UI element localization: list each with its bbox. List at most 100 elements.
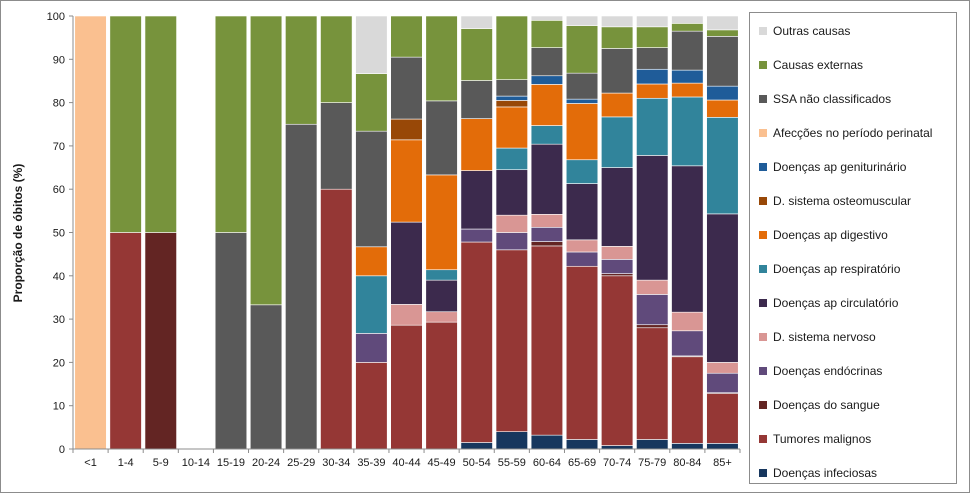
legend-item: Doenças ap geniturinário bbox=[759, 159, 906, 175]
bar-segment bbox=[601, 116, 634, 168]
legend-item: D. sistema osteomuscular bbox=[759, 193, 911, 209]
x-tick-label: 45-49 bbox=[428, 457, 456, 469]
bar-segment bbox=[390, 324, 423, 450]
legend-label: D. sistema osteomuscular bbox=[773, 194, 912, 208]
x-tick-label: 20-24 bbox=[252, 457, 280, 469]
bar-segment bbox=[565, 15, 599, 26]
bar-segment bbox=[601, 92, 634, 118]
bar-segment bbox=[530, 245, 564, 436]
bar-segment bbox=[355, 246, 388, 277]
bar-segment bbox=[355, 362, 388, 450]
bar-segment bbox=[460, 442, 493, 450]
legend-swatch bbox=[759, 469, 767, 477]
bar-segment bbox=[320, 102, 353, 190]
legend-swatch bbox=[759, 299, 767, 307]
bar-segment bbox=[565, 25, 599, 74]
bar-segment bbox=[636, 26, 669, 48]
legend-swatch bbox=[759, 367, 767, 375]
bar-segment bbox=[565, 183, 599, 241]
x-tick-label: 30-34 bbox=[322, 457, 350, 469]
bar-segment bbox=[390, 15, 423, 58]
bar-segment bbox=[495, 249, 528, 432]
bar-segment bbox=[530, 241, 564, 247]
x-tick-label: 65-69 bbox=[568, 457, 596, 469]
legend-item: D. sistema nervoso bbox=[759, 329, 876, 345]
bar-segment bbox=[671, 356, 704, 444]
legend-swatch bbox=[759, 265, 767, 273]
x-tick-label: 1-4 bbox=[118, 457, 134, 469]
y-tick-label: 100 bbox=[47, 11, 65, 23]
legend-swatch bbox=[759, 401, 767, 409]
legend-swatch bbox=[759, 435, 767, 443]
x-tick-label: 5-9 bbox=[153, 457, 169, 469]
bar-segment bbox=[706, 36, 739, 87]
bar-segment bbox=[671, 82, 704, 98]
y-tick-label: 60 bbox=[53, 184, 65, 196]
bar-segment bbox=[355, 73, 388, 132]
bar-segment bbox=[285, 123, 318, 450]
bar-segment bbox=[390, 139, 423, 223]
bar-segment bbox=[671, 23, 704, 32]
bar-segment bbox=[565, 72, 599, 100]
x-tick-label: 10-14 bbox=[182, 457, 210, 469]
legend-swatch bbox=[759, 163, 767, 171]
bar-segment bbox=[706, 99, 739, 118]
legend-swatch bbox=[759, 27, 767, 35]
bar-segment bbox=[601, 445, 634, 450]
legend-item: Afecções no período perinatal bbox=[759, 125, 932, 141]
legend-item: Doenças do sangue bbox=[759, 397, 880, 413]
y-tick-label: 80 bbox=[53, 98, 65, 110]
bar-segment bbox=[74, 15, 107, 450]
bar-segment bbox=[144, 232, 177, 450]
bar-segment bbox=[671, 96, 704, 167]
bar-segment bbox=[530, 125, 564, 145]
legend-item: Doenças endócrinas bbox=[759, 363, 882, 379]
bar-segment bbox=[355, 275, 388, 334]
legend-swatch bbox=[759, 231, 767, 239]
x-tick-label: 35-39 bbox=[357, 457, 385, 469]
bar-segment bbox=[636, 324, 669, 329]
bar-segment bbox=[601, 167, 634, 247]
legend-label: SSA não classificados bbox=[773, 92, 892, 106]
bar-segment bbox=[565, 159, 599, 184]
bar-segment bbox=[285, 15, 318, 125]
bar-segment bbox=[425, 279, 458, 313]
bar-segment bbox=[706, 213, 739, 363]
legend-item: Outras causas bbox=[759, 23, 850, 39]
bar-segment bbox=[671, 330, 704, 357]
bar-segment bbox=[706, 15, 739, 31]
legend-item: Doenças ap digestivo bbox=[759, 227, 888, 243]
bar-segment bbox=[706, 85, 739, 101]
bar-segment bbox=[636, 439, 669, 450]
bar-segment bbox=[425, 15, 458, 102]
y-tick-label: 20 bbox=[53, 357, 65, 369]
bar-segment bbox=[214, 15, 248, 233]
bar-segment bbox=[671, 311, 704, 332]
bar-segment bbox=[636, 68, 669, 85]
bar-segment bbox=[320, 15, 353, 103]
bar-segment bbox=[460, 28, 493, 81]
x-tick-label: 60-64 bbox=[533, 457, 561, 469]
legend-label: Tumores malignos bbox=[773, 432, 872, 446]
bar-segment bbox=[671, 443, 704, 450]
legend-item: Doenças ap circulatório bbox=[759, 295, 898, 311]
y-axis-label: Proporção de óbitos (%) bbox=[11, 164, 25, 303]
bar-segment bbox=[495, 106, 528, 149]
bar-segment bbox=[565, 251, 599, 267]
bar-segment bbox=[495, 100, 528, 108]
bar-segment bbox=[706, 443, 739, 450]
bar-segment bbox=[565, 265, 599, 440]
bar-segment bbox=[530, 20, 564, 48]
bar-segment bbox=[460, 228, 493, 243]
x-tick-label: 55-59 bbox=[498, 457, 526, 469]
bar-segment bbox=[460, 170, 493, 230]
x-tick-label: 15-19 bbox=[217, 457, 245, 469]
bar-segment bbox=[495, 95, 528, 101]
bar-segment bbox=[425, 311, 458, 323]
bar-segment bbox=[390, 304, 423, 326]
bar-segment bbox=[495, 79, 528, 97]
y-tick-label: 10 bbox=[53, 401, 65, 413]
bar-segment bbox=[355, 15, 388, 74]
legend-item: Doenças infeciosas bbox=[759, 465, 877, 481]
y-tick-label: 50 bbox=[53, 228, 65, 240]
